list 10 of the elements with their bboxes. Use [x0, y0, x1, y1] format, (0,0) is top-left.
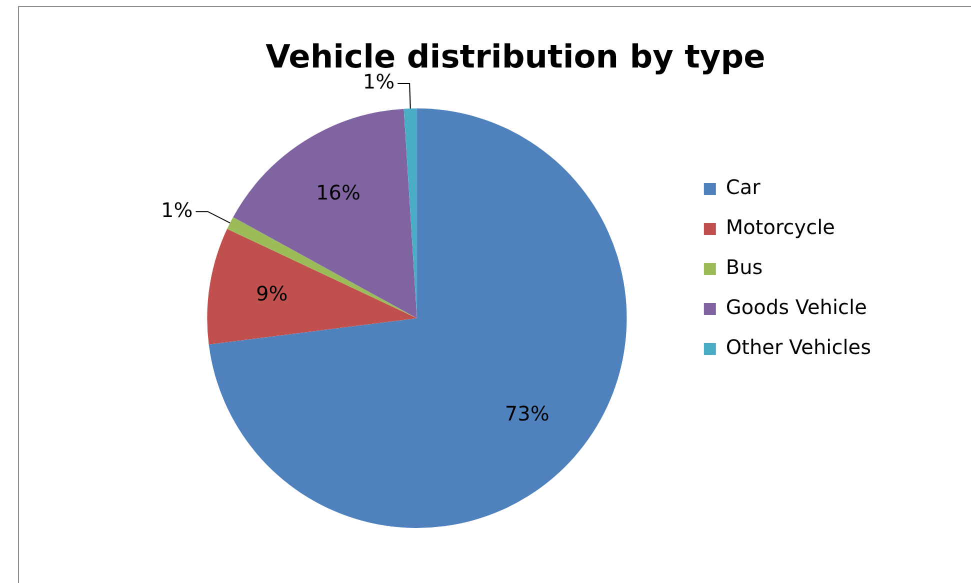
data-label: 16%	[316, 180, 360, 204]
legend-label: Goods Vehicle	[726, 295, 867, 320]
legend-label: Other Vehicles	[726, 335, 872, 360]
legend-label: Bus	[726, 255, 763, 280]
legend-label: Motorcycle	[726, 215, 835, 240]
data-label: 9%	[256, 281, 288, 306]
legend-label: Car	[726, 175, 762, 200]
data-label: 1%	[161, 198, 193, 222]
data-label: 1%	[362, 70, 395, 94]
data-label: 73%	[504, 402, 550, 426]
